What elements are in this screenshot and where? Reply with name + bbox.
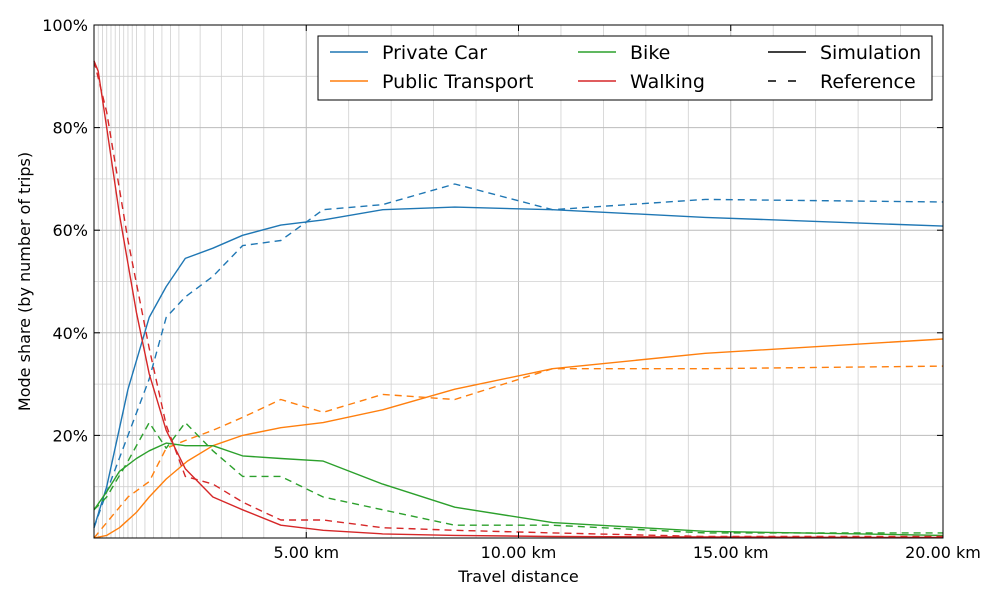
walking-simulation-line	[93, 60, 944, 539]
bike-reference-line	[93, 421, 943, 534]
y-axis-title: Mode share (by number of trips)	[15, 152, 34, 411]
y-tick-label: 60%	[52, 221, 88, 240]
public-transport-simulation-line	[93, 338, 944, 539]
public-transport-reference-line	[93, 365, 944, 539]
axis-ticks: 5.00 km 10.00 km 15.00 km 20.00 km 20% 40% 60%…	[42, 16, 981, 562]
y-tick-label: 100%	[42, 16, 88, 35]
legend: Private Car Public Transport Bike Walking Si…	[317, 35, 933, 101]
x-axis-title: Travel distance	[457, 567, 578, 586]
y-tick-label: 80%	[52, 119, 88, 138]
x-tick-label: 15.00 km	[693, 543, 769, 562]
series-lines	[93, 60, 944, 539]
walking-reference-line	[93, 60, 943, 538]
y-tick-label: 40%	[52, 324, 88, 343]
legend-label-reference: Reference	[820, 71, 916, 93]
legend-label-public-transport: Public Transport	[382, 71, 533, 93]
x-tick-label: 5.00 km	[273, 543, 339, 562]
legend-label-private-car: Private Car	[382, 42, 487, 64]
private-car-simulation-line	[93, 206, 944, 528]
private-car-reference-line	[93, 183, 944, 528]
grid	[94, 24, 944, 538]
y-tick-label: 20%	[52, 426, 88, 445]
legend-label-simulation: Simulation	[820, 42, 921, 64]
legend-box	[317, 35, 933, 101]
x-tick-label: 20.00 km	[905, 543, 981, 562]
legend-label-bike: Bike	[630, 42, 670, 64]
bike-simulation-line	[93, 442, 944, 537]
legend-label-walking: Walking	[630, 71, 705, 93]
x-tick-label: 10.00 km	[481, 543, 557, 562]
